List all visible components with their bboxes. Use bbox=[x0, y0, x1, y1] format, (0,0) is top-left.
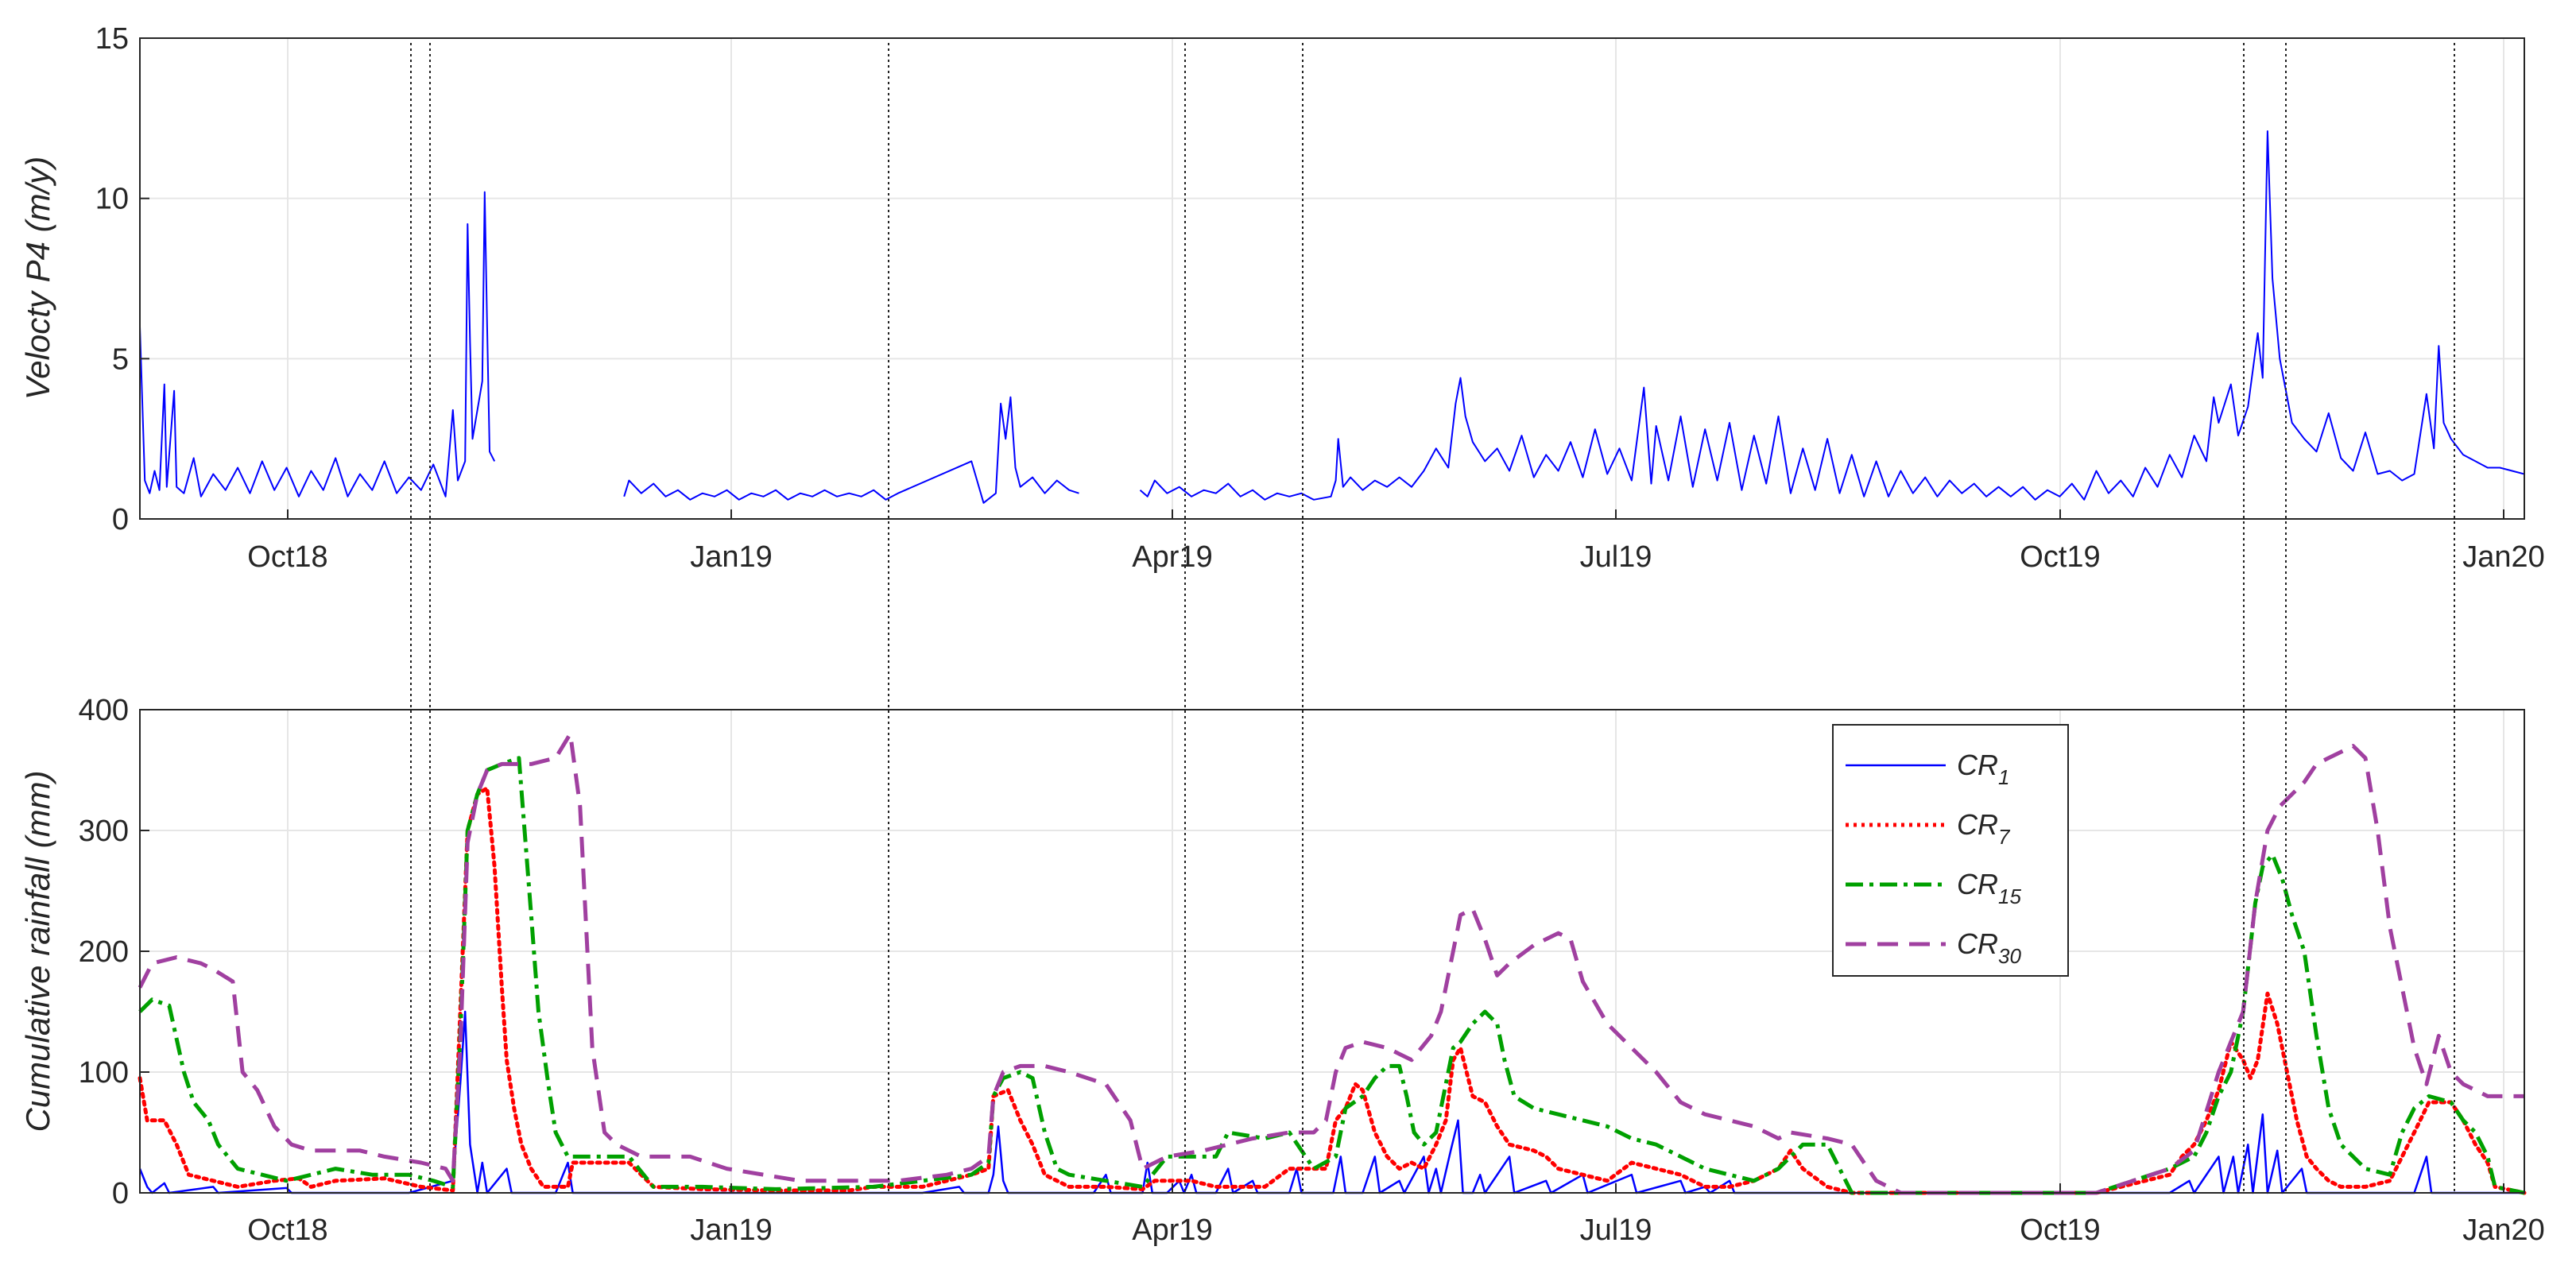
y-tick-label: 5 bbox=[112, 343, 129, 376]
legend-label: CR15 bbox=[1957, 868, 2021, 908]
velocity-series bbox=[139, 130, 2525, 504]
x-tick-label: Oct19 bbox=[2020, 540, 2100, 574]
rainfall-series bbox=[138, 731, 2527, 1195]
velocity-panel: 0 5 10 15 Oct18 Jan19 Apr19 Jul19 Oct19 Jan20 Ve… bbox=[19, 22, 2545, 574]
y-tick-label: 200 bbox=[79, 935, 129, 969]
x-tick-label: Jul19 bbox=[1580, 1214, 1652, 1247]
y-tick-label: 400 bbox=[79, 694, 129, 727]
y-tick-label: 0 bbox=[112, 1177, 129, 1210]
legend-box bbox=[1832, 724, 2069, 977]
y-tick-label: 300 bbox=[79, 815, 129, 848]
velocity-grid bbox=[140, 37, 2524, 520]
x-tick-label: Jul19 bbox=[1580, 540, 1652, 574]
x-tick-label: Jan20 bbox=[2462, 540, 2545, 574]
velocity-ylabel: Velocty P4 (m/y) bbox=[19, 157, 56, 401]
rainfall-yticks: 0 100 200 300 400 bbox=[79, 694, 149, 1210]
series-line-cr30 bbox=[138, 731, 2524, 1195]
x-tick-label: Jan20 bbox=[2462, 1214, 2545, 1247]
y-tick-label: 15 bbox=[95, 22, 129, 56]
rainfall-grid bbox=[140, 709, 2524, 1194]
event-lines bbox=[410, 43, 2455, 1193]
rainfall-xticks: Oct18 Jan19 Apr19 Jul19 Oct19 Jan20 bbox=[247, 1183, 2545, 1247]
legend-label: CR30 bbox=[1957, 927, 2021, 968]
x-tick-label: Apr19 bbox=[1132, 1214, 1212, 1247]
x-tick-label: Oct18 bbox=[247, 540, 327, 574]
x-tick-label: Oct18 bbox=[247, 1214, 327, 1247]
legend: CR1 CR7 CR15 CR30 bbox=[1832, 724, 2069, 977]
legend-label: CR7 bbox=[1957, 808, 2011, 849]
series-line-velocity-p4 bbox=[139, 130, 2525, 504]
series-line-cr7 bbox=[138, 786, 2527, 1195]
y-tick-label: 10 bbox=[95, 183, 129, 216]
legend-label: CR1 bbox=[1957, 749, 2009, 789]
x-tick-label: Oct19 bbox=[2020, 1214, 2100, 1247]
series-line-cr15 bbox=[138, 756, 2525, 1195]
x-tick-label: Jan19 bbox=[690, 1214, 773, 1247]
y-tick-label: 100 bbox=[79, 1056, 129, 1090]
rainfall-ylabel: Cumulative rainfall (mm) bbox=[19, 770, 56, 1132]
velocity-xticks: Oct18 Jan19 Apr19 Jul19 Oct19 Jan20 bbox=[247, 509, 2545, 574]
y-tick-label: 0 bbox=[112, 503, 129, 536]
x-tick-label: Apr19 bbox=[1132, 540, 1212, 574]
x-tick-label: Jan19 bbox=[690, 540, 773, 574]
velocity-yticks: 0 5 10 15 bbox=[95, 22, 149, 536]
rainfall-panel: 0 100 200 300 400 Oct18 Jan19 Apr19 Jul19 Oct19 J… bbox=[19, 694, 2545, 1247]
series-line-cr1 bbox=[138, 1010, 2524, 1194]
velocity-axes-box bbox=[139, 37, 2525, 520]
